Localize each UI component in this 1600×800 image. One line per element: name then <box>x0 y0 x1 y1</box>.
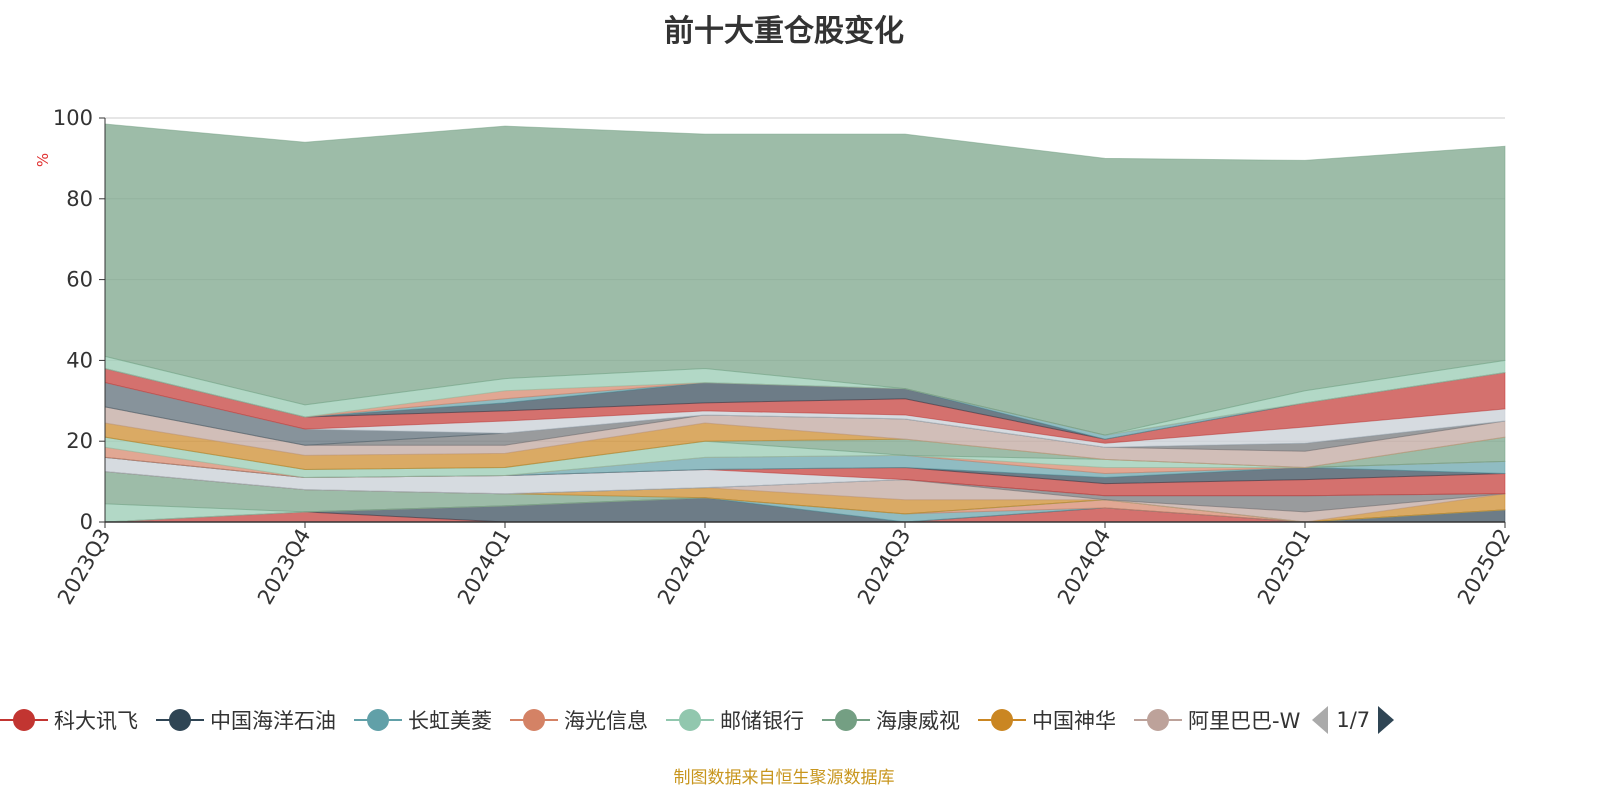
legend-marker-icon <box>354 708 402 732</box>
y-tick-label: 80 <box>66 187 93 211</box>
x-tick-label: 2024Q2 <box>653 525 715 609</box>
legend-marker-icon <box>1134 708 1182 732</box>
legend-label: 中国海洋石油 <box>210 709 336 733</box>
legend-item[interactable]: 科大讯飞 <box>0 705 138 735</box>
legend-label: 长虹美菱 <box>408 709 492 733</box>
legend-item[interactable]: 邮储银行 <box>666 705 804 735</box>
y-tick-label: 20 <box>66 429 93 453</box>
area-series-28[interactable] <box>104 123 1506 436</box>
legend-marker-icon <box>822 708 870 732</box>
chart-title: 前十大重仓股变化 <box>664 14 904 49</box>
y-tick-label: 100 <box>53 106 93 130</box>
legend-marker-icon <box>666 708 714 732</box>
legend-item[interactable]: 中国神华 <box>978 705 1116 735</box>
y-tick-label: 40 <box>66 348 93 372</box>
x-tick-label: 2024Q3 <box>853 525 915 609</box>
legend-item[interactable]: 海康威视 <box>822 705 960 735</box>
legend-item[interactable]: 中国海洋石油 <box>156 705 336 735</box>
y-tick-label: 0 <box>80 510 93 534</box>
prev-page-icon[interactable] <box>1312 706 1329 734</box>
legend-marker-icon <box>156 708 204 732</box>
legend-label: 海康威视 <box>876 709 960 733</box>
legend-item[interactable]: 阿里巴巴-W <box>1134 705 1300 735</box>
y-axis-label: % <box>34 153 52 167</box>
x-tick-label: 2025Q2 <box>1453 525 1515 609</box>
legend-pager: 1/7 <box>1312 706 1395 734</box>
legend-page-indicator: 1/7 <box>1336 708 1371 732</box>
x-tick-label: 2025Q1 <box>1253 525 1315 609</box>
legend-marker-icon <box>510 708 558 732</box>
x-tick-label: 2023Q3 <box>53 525 115 609</box>
y-tick-label: 60 <box>66 268 93 292</box>
legend: 科大讯飞 中国海洋石油 长虹美菱 海光信息 邮储银行 海康威视 中国神华 阿里巴巴-W 1/7 <box>0 704 1395 736</box>
legend-item[interactable]: 海光信息 <box>510 705 648 735</box>
next-page-icon[interactable] <box>1378 706 1395 734</box>
legend-label: 中国神华 <box>1032 709 1116 733</box>
legend-label: 邮储银行 <box>720 709 804 733</box>
legend-marker-icon <box>0 708 48 732</box>
source-note: 制图数据来自恒生聚源数据库 <box>673 768 895 788</box>
legend-label: 阿里巴巴-W <box>1188 709 1301 733</box>
legend-label: 科大讯飞 <box>54 709 138 733</box>
x-tick-label: 2024Q4 <box>1053 525 1115 609</box>
x-tick-label: 2023Q4 <box>253 525 315 609</box>
legend-marker-icon <box>978 708 1026 732</box>
stacked-area-chart: 0 20 40 60 80 100 2023Q3 2023Q4 2024Q1 2024Q2 2024… <box>34 106 1515 609</box>
x-tick-label: 2024Q1 <box>453 525 515 609</box>
legend-label: 海光信息 <box>564 709 648 733</box>
legend-item[interactable]: 长虹美菱 <box>354 705 492 735</box>
